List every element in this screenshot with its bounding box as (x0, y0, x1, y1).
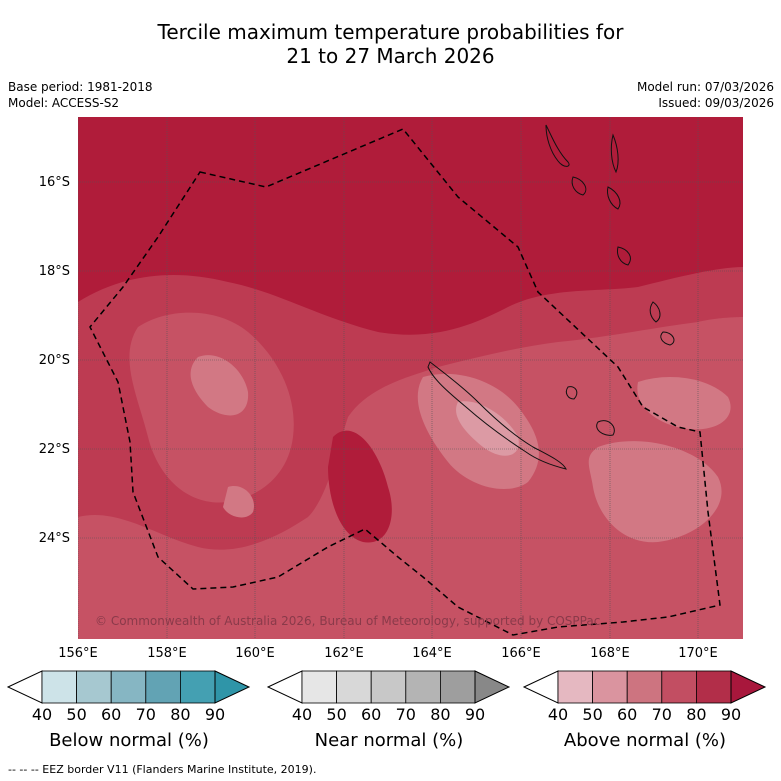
colorbar-extend-high (474, 670, 511, 704)
region-above-90-south (328, 430, 392, 543)
lon-label-166e: 166°E (501, 646, 541, 661)
colorbar-near-title: Near normal (%) (314, 730, 464, 751)
region-above-50 (456, 401, 519, 456)
region-above-60-south (588, 441, 722, 543)
colorbar-cell (179, 670, 216, 704)
colorbar-cell (301, 670, 337, 704)
erromango-outline (617, 246, 631, 266)
colorbar-cell (661, 670, 697, 704)
colorbar-extend-high (214, 670, 251, 704)
colorbar-extend-high (730, 670, 767, 704)
lon-label-160e: 160°E (235, 646, 275, 661)
colorbar-tick-label: 60 (617, 705, 638, 724)
loyalty-islands-outline (565, 386, 578, 400)
colorbar-tick-label: 50 (66, 705, 87, 724)
lon-label-164e: 164°E (412, 646, 452, 661)
colorbar-tick-label: 80 (170, 705, 191, 724)
lon-label-170e: 170°E (678, 646, 718, 661)
lat-label-18s: 18°S (38, 264, 70, 279)
graticule (78, 117, 743, 639)
colorbar-tick-label: 70 (135, 705, 156, 724)
colorbar-cell (626, 670, 663, 704)
lat-label-20s: 20°S (38, 353, 70, 368)
model-run: Model run: 07/03/2026 (636, 80, 774, 94)
colorbar-extend-low (266, 670, 303, 704)
colorbar-cell (110, 670, 147, 704)
colorbar-above-normal (522, 670, 767, 704)
aneityum-outline (660, 331, 675, 346)
new-caledonia-outline (427, 361, 567, 470)
title-line-2: 21 to 27 March 2026 (286, 44, 495, 68)
colorbar-tick-label: 90 (720, 705, 742, 724)
model-name: Model: ACCESS-S2 (8, 96, 120, 110)
island-outline (596, 420, 615, 436)
colorbar-tick-label: 40 (291, 705, 313, 724)
colorbar-tick-label: 60 (361, 705, 382, 724)
title-line-1: Tercile maximum temperature probabilitie… (157, 20, 624, 44)
lat-label-24s: 24°S (38, 531, 70, 546)
colorbar-extend-low (522, 670, 559, 704)
colorbar-tick-label: 60 (101, 705, 122, 724)
colorbar-cell (557, 670, 593, 704)
colorbar-extend-low (6, 670, 43, 704)
colorbar-cell (592, 670, 628, 704)
probability-map (78, 117, 743, 639)
lon-label-168e: 168°E (590, 646, 630, 661)
eez-footer-note: -- -- -- EEZ border V11 (Flanders Marine… (8, 763, 317, 776)
colorbar-cell (695, 670, 732, 704)
tanna-outline (649, 301, 661, 323)
vanuatu-island-outline (571, 176, 587, 196)
eez-border (89, 128, 721, 636)
region-above-60-west (190, 355, 249, 416)
lat-label-16s: 16°S (38, 175, 70, 190)
colorbar-cell (41, 670, 77, 704)
vanuatu-north-outline (545, 124, 570, 167)
colorbar-cell (439, 670, 476, 704)
colorbar-above-cells (522, 670, 767, 704)
colorbar-tick-label: 50 (582, 705, 603, 724)
region-above-60-small (223, 486, 254, 518)
lat-label-22s: 22°S (38, 442, 70, 457)
colorbar-tick-label: 40 (31, 705, 53, 724)
efate-outline (607, 186, 621, 210)
colorbar-below-title: Below normal (%) (49, 730, 209, 751)
copyright-notice: © Commonwealth of Australia 2026, Bureau… (95, 614, 601, 628)
colorbar-tick-label: 90 (464, 705, 486, 724)
colorbar-cell (336, 670, 372, 704)
colorbar-above-title: Above normal (%) (563, 730, 727, 751)
colorbar-cell (370, 670, 407, 704)
colorbar-tick-label: 70 (395, 705, 416, 724)
colorbar-tick-label: 70 (651, 705, 672, 724)
base-period: Base period: 1981-2018 (8, 80, 153, 94)
colorbar-tick-label: 80 (686, 705, 707, 724)
colorbar-tick-label: 90 (204, 705, 226, 724)
colorbar-below-cells (6, 670, 251, 704)
colorbar-cell (145, 670, 181, 704)
colorbar-below-normal (6, 670, 251, 704)
lon-label-158e: 158°E (147, 646, 187, 661)
colorbar-near-normal (266, 670, 511, 704)
colorbar-tick-label: 50 (326, 705, 347, 724)
region-above-60-east (637, 377, 731, 430)
colorbar-tick-label: 40 (547, 705, 569, 724)
lon-label-162e: 162°E (324, 646, 364, 661)
colorbar-cell (76, 670, 112, 704)
colorbar-cell (405, 670, 441, 704)
colorbar-near-cells (266, 670, 511, 704)
lon-label-156e: 156°E (58, 646, 98, 661)
issued-date: Issued: 09/03/2026 (658, 96, 774, 110)
vanuatu-central-outline (610, 133, 619, 174)
colorbar-tick-label: 80 (430, 705, 451, 724)
region-above-70 (78, 317, 743, 639)
